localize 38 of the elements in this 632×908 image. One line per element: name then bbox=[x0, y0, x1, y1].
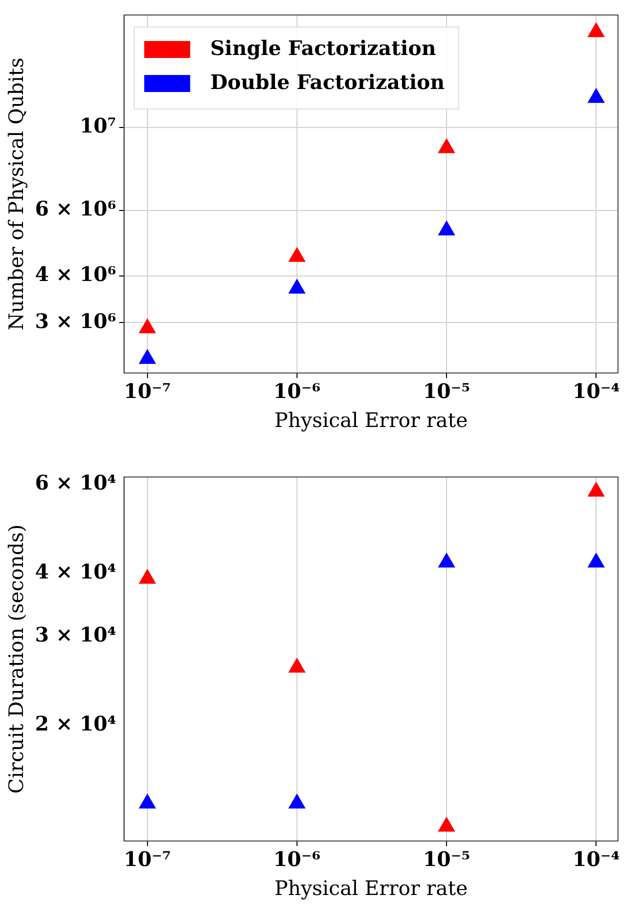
point bbox=[438, 817, 455, 832]
x-tick-label: 10⁻⁵ bbox=[422, 379, 470, 404]
x-tick-label: 10⁻⁷ bbox=[124, 847, 171, 872]
point bbox=[288, 794, 306, 808]
point bbox=[438, 220, 455, 236]
legend-label: Double Factorization bbox=[210, 70, 446, 94]
x-tick-label: 10⁻⁷ bbox=[124, 379, 171, 404]
y-tick-label: 6 × 10⁴ bbox=[34, 470, 116, 494]
point bbox=[139, 318, 156, 334]
point bbox=[139, 794, 156, 808]
point bbox=[288, 247, 306, 262]
point bbox=[288, 279, 306, 294]
y-tick-label: 10⁷ bbox=[80, 114, 116, 138]
x-tick-label: 10⁻⁴ bbox=[572, 847, 620, 872]
x-tick-label: 10⁻⁶ bbox=[273, 379, 321, 404]
x-axis-title: Physical Error rate bbox=[274, 408, 468, 432]
x-tick-label: 10⁻⁴ bbox=[572, 379, 620, 404]
y-tick-label: 4 × 10⁴ bbox=[34, 559, 116, 584]
y-tick-label: 6 × 10⁶ bbox=[34, 196, 116, 220]
x-axis-title: Physical Error rate bbox=[274, 876, 468, 900]
legend-label: Single Factorization bbox=[210, 36, 436, 60]
point bbox=[139, 349, 156, 364]
y-axis-title: Number of Physical Qubits bbox=[4, 58, 28, 330]
point bbox=[588, 22, 604, 38]
point bbox=[588, 482, 604, 497]
y-axis-title: Circuit Duration (seconds) bbox=[4, 524, 28, 794]
point bbox=[139, 569, 156, 584]
point bbox=[438, 138, 455, 154]
x-tick-label: 10⁻⁶ bbox=[273, 847, 321, 872]
y-tick-label: 3 × 10⁶ bbox=[34, 308, 116, 333]
point bbox=[588, 552, 604, 568]
y-tick-label: 2 × 10⁴ bbox=[34, 711, 116, 736]
x-tick-label: 10⁻⁵ bbox=[422, 847, 470, 872]
y-tick-label: 4 × 10⁶ bbox=[34, 262, 116, 286]
point bbox=[588, 88, 604, 103]
point bbox=[288, 658, 306, 673]
point bbox=[438, 552, 455, 568]
y-tick-label: 3 × 10⁴ bbox=[34, 622, 116, 646]
